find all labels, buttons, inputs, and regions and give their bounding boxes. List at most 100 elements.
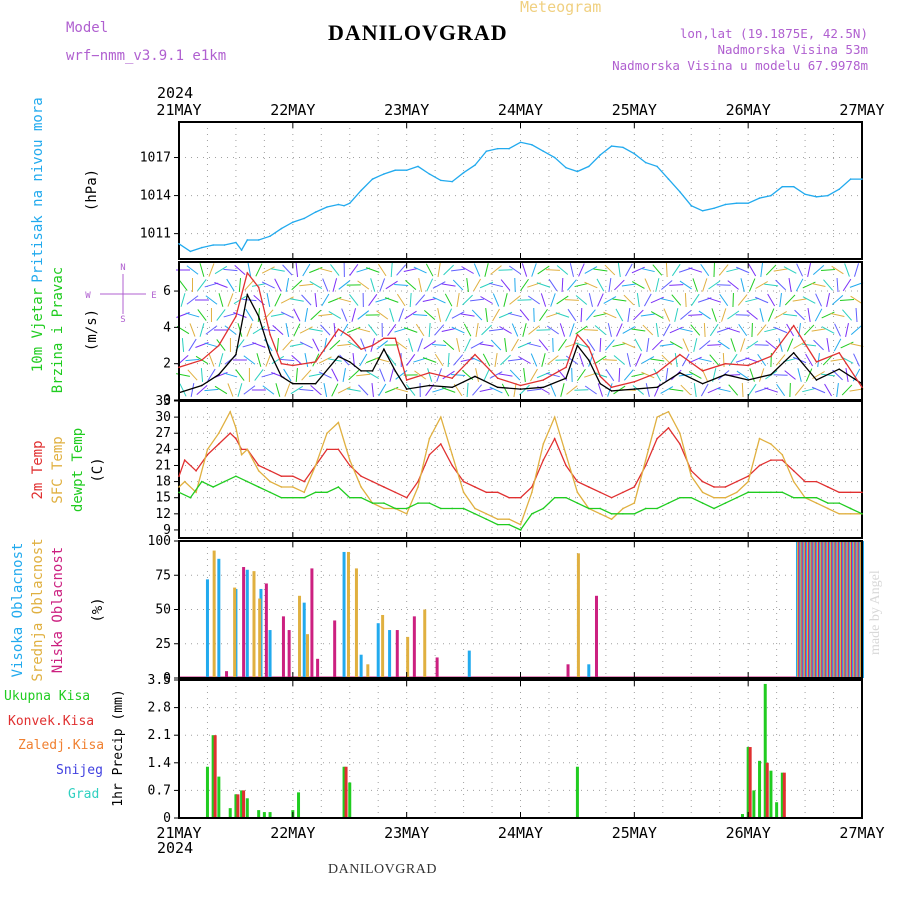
wind-arrow [208,353,215,367]
wind-arrow [737,294,748,306]
wind-arrow [186,265,199,275]
wind-arrow [179,383,187,397]
data-point [496,386,499,389]
wind-arrow [811,283,826,287]
wind-arrow [604,339,615,351]
wind-arrow [214,265,228,275]
wind-arrow [422,298,437,302]
wind-arrow [460,313,475,317]
data-point [485,518,488,520]
wind-arrow [697,357,712,363]
data-point [257,464,260,467]
data-point [189,496,192,499]
wind-arrow [783,266,797,274]
wind-arrow [366,370,379,380]
precip-bar [575,766,579,818]
cloud-bar [342,551,346,678]
data-point [257,470,260,472]
wind-arrow [472,384,483,396]
data-point [656,165,658,168]
wind-arrow [309,280,323,290]
y-tick-label: 0 [163,811,171,826]
data-point [257,286,260,289]
wind-arrow [312,353,320,367]
wind-arrow [186,295,199,305]
overcast-bar [815,541,818,678]
overcast-bar [836,541,839,678]
data-point [519,388,522,390]
wind-arrow [703,322,706,338]
data-point [565,166,567,169]
wind-arrow [308,373,323,377]
wind-arrow [434,353,444,367]
cloud-bar [252,571,256,678]
wind-arrow [700,263,710,277]
wind-arrow [811,328,826,332]
wind-arrow [262,385,275,395]
y-tick-label: 1017 [140,151,171,166]
data-point [576,170,579,173]
data-point [178,475,180,478]
wind-arrow [693,382,697,398]
wind-arrow [395,340,408,350]
wind-arrow [779,292,782,308]
wind-arrow [356,373,371,377]
overcast-bar [813,541,816,678]
data-point [326,432,328,435]
wind-arrow [850,325,863,335]
wind-arrow [755,296,769,304]
data-point [701,209,704,212]
wind-arrow [337,343,352,347]
wind-arrow [588,293,593,307]
data-point [599,382,601,385]
overcast-bar [802,541,805,678]
data-point [576,502,579,504]
wind-arrow [285,278,290,292]
wind-arrow [522,323,527,337]
wind-arrow [773,326,788,334]
cloud-bar [245,569,249,678]
precip-bar [234,794,238,818]
wind-arrow [608,277,612,293]
data-point [519,529,522,531]
data-point [371,344,374,347]
data-point [240,249,243,251]
wind-arrow [586,338,596,352]
data-point [861,382,863,385]
wind-arrow [660,386,674,394]
data-point [679,353,681,356]
wind-arrow [181,337,185,353]
y-tick-label: 24 [155,442,171,457]
wind-arrow [386,354,397,366]
data-point [599,491,601,494]
data-point [229,410,232,413]
wind-arrow [479,343,494,347]
overcast-bar [820,541,823,678]
wind-arrow [840,341,854,349]
data-point [610,386,613,389]
wind-arrow [492,308,500,322]
wind-arrow [256,353,262,367]
data-point [474,375,476,378]
overcast-bar [833,541,836,678]
wind-arrow [807,308,811,322]
wind-arrow [484,263,489,277]
wind-arrow [726,267,741,273]
wind-arrow [623,294,635,306]
wind-arrow [575,325,588,335]
data-point [405,513,408,515]
wind-arrow [347,340,361,350]
data-point [257,486,260,488]
wind-arrow [569,323,575,337]
model-elevation-info: Nadmorska Visina u modelu 67.9978m [612,58,868,73]
wind-arrow [243,385,256,395]
overcast-bar [801,541,804,678]
wind-arrow [302,263,311,277]
wind-arrow [669,388,684,392]
pressure-panel: 1011 1014 1017 Pritisak na nivou mora (hPa… [30,97,863,283]
wind-arrow [321,293,330,307]
data-point [849,507,852,510]
wind-arrow [783,313,798,317]
precip-bar [740,814,744,818]
wind-arrow [632,385,645,395]
